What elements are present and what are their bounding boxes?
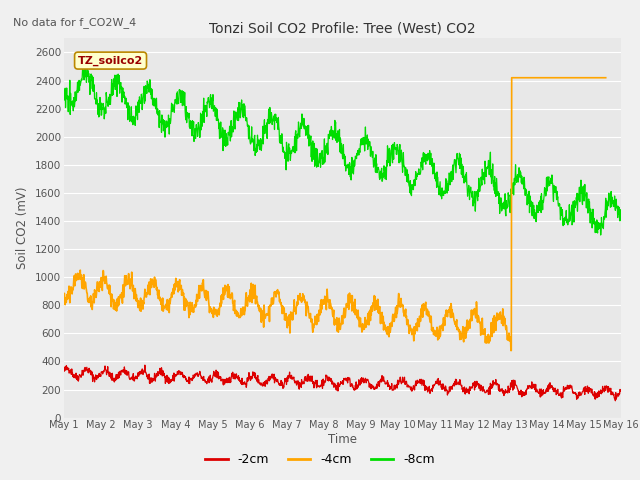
- Text: No data for f_CO2W_4: No data for f_CO2W_4: [13, 17, 136, 28]
- Legend: -2cm, -4cm, -8cm: -2cm, -4cm, -8cm: [200, 448, 440, 471]
- Y-axis label: Soil CO2 (mV): Soil CO2 (mV): [17, 187, 29, 269]
- X-axis label: Time: Time: [328, 433, 357, 446]
- Text: TZ_soilco2: TZ_soilco2: [78, 56, 143, 66]
- Title: Tonzi Soil CO2 Profile: Tree (West) CO2: Tonzi Soil CO2 Profile: Tree (West) CO2: [209, 22, 476, 36]
